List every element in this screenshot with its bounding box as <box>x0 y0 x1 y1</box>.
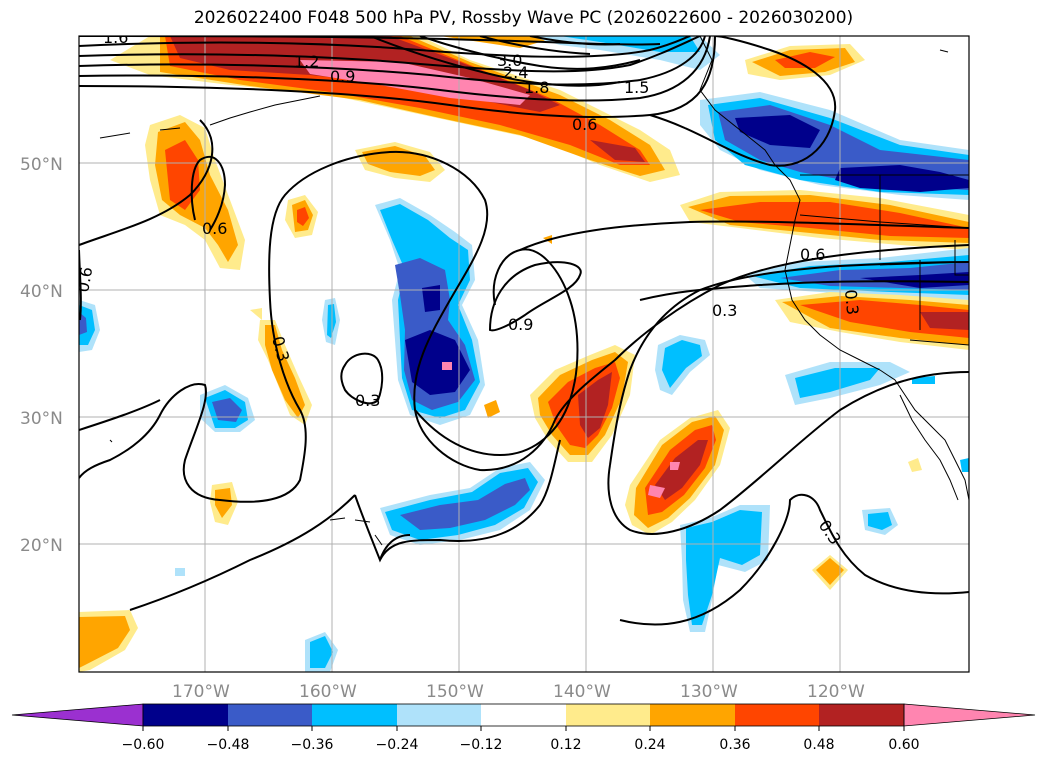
pv-anomaly-neg-41n <box>745 248 969 300</box>
colorbar-bin-2 <box>228 704 312 726</box>
colorbar-bin-9 <box>819 704 904 726</box>
pv-anomaly-neg-southeast <box>680 505 770 632</box>
longitude-labels: 170°W 160°W 150°W 140°W 130°W 120°W <box>172 682 865 702</box>
contour-0.6-mid <box>414 248 579 457</box>
contour-0.3-southeast <box>607 371 969 535</box>
contour-label-group: 1.6 1.2 0.9 3.0 2.4 1.8 1.5 0.6 0.6 0.6 … <box>73 28 862 548</box>
pv-anomaly-pos-121w <box>543 235 922 590</box>
contour-label-1.2: 1.2 <box>294 52 319 71</box>
pv-anomaly-neg-northeast <box>530 36 969 200</box>
colorbar-tick-label: 0.48 <box>803 737 834 753</box>
contour-label-0.9-loop: 0.9 <box>508 315 533 334</box>
contour-label-0.3-loop: 0.3 <box>355 391 380 410</box>
fill-dark-red-2 <box>590 140 645 162</box>
lon-label-140w: 140°W <box>553 682 611 702</box>
contour-label-0.6-east: 0.6 <box>800 245 825 264</box>
chart-title: 2026022400 F048 500 hPa PV, Rossby Wave … <box>193 8 854 28</box>
colorbar-bin-3 <box>312 704 397 726</box>
contour-0.6-left-loop <box>190 155 227 231</box>
colorbar-tick-label: 0.60 <box>888 737 919 753</box>
colorbar: −0.60 −0.48 −0.36 −0.24 −0.12 0.12 0.24 … <box>11 703 1036 753</box>
contour-0.3-small-loop <box>340 352 384 405</box>
pv-anomaly-neg-small <box>79 298 969 672</box>
contour-label-1.6: 1.6 <box>103 28 128 47</box>
na-coast <box>699 36 969 501</box>
colorbar-ticks <box>142 726 905 731</box>
colorbar-bin-5 <box>481 704 566 726</box>
colorbar-bin-7 <box>650 704 735 726</box>
map-frame <box>78 35 970 673</box>
contour-label-0.9: 0.9 <box>330 67 355 86</box>
pv-anomaly-neg-south <box>380 462 545 545</box>
colorbar-tick-label: −0.60 <box>122 737 165 753</box>
contour-label-1.5: 1.5 <box>624 78 649 97</box>
contour-label-0.3-coast: 0.3 <box>841 289 862 316</box>
lat-label-50n: 50°N <box>20 155 63 175</box>
contour-label-3.0: 3.0 <box>497 51 522 70</box>
colorbar-extend-min <box>11 703 144 727</box>
contour-0.3-south <box>354 439 561 563</box>
contour-0.6-top-east <box>519 220 969 251</box>
colorbar-bin-6 <box>566 704 650 726</box>
pv-anomaly-pos-47n <box>680 190 969 250</box>
colorbar-extend-max <box>903 703 1036 727</box>
alaska-islands <box>209 95 321 126</box>
map-content: 1.6 1.2 0.9 3.0 2.4 1.8 1.5 0.6 0.6 0.6 … <box>73 28 969 672</box>
lon-label-150w: 150°W <box>426 682 484 702</box>
contour-label-1.8: 1.8 <box>524 78 549 97</box>
pv-anomaly-pos-bottom-left <box>79 610 138 672</box>
lon-label-120w: 120°W <box>807 682 865 702</box>
colorbar-bin-8 <box>735 704 819 726</box>
pv-anomaly-pos-130w <box>625 410 730 535</box>
contour-0.3-bottom <box>129 494 356 611</box>
baja <box>899 394 959 501</box>
latitude-labels: 50°N 40°N 30°N 20°N <box>20 155 63 556</box>
pv-anomaly-pos-140w <box>484 345 635 462</box>
lat-label-40n: 40°N <box>20 282 63 302</box>
contour-0.6-large <box>649 36 837 167</box>
colorbar-tick-label: 0.12 <box>550 737 581 753</box>
pv-anomaly-pos-west <box>145 115 445 525</box>
lon-label-160w: 160°W <box>299 682 357 702</box>
colorbar-outline <box>142 703 905 727</box>
lon-label-170w: 170°W <box>172 682 230 702</box>
colorbar-tick-label: −0.24 <box>376 737 419 753</box>
colorbar-tick-label: −0.48 <box>207 737 250 753</box>
colorbar-tick-label: 0.24 <box>634 737 665 753</box>
contour-0.3-bottom-east <box>619 493 969 626</box>
colorbar-tick-label: 0.36 <box>719 737 750 753</box>
colorbar-tick-label: −0.12 <box>460 737 503 753</box>
contour-0.3-east <box>639 280 969 301</box>
contour-0.3-southwest <box>79 299 307 503</box>
pv-anomaly-pos-top-right <box>745 44 865 80</box>
lat-label-30n: 30°N <box>20 409 63 429</box>
colorbar-bin-4 <box>397 704 481 726</box>
contour-label-0.6-west: 0.6 <box>202 219 227 238</box>
contour-label-0.6-jet: 0.6 <box>572 115 597 134</box>
contour-label-0.6-edge: 0.6 <box>73 265 96 293</box>
gridlines <box>79 36 969 672</box>
lat-label-20n: 20°N <box>20 536 63 556</box>
lon-label-130w: 130°W <box>680 682 738 702</box>
pv-anomaly-neg-125w <box>785 362 935 405</box>
colorbar-bin-1 <box>143 704 228 726</box>
pv-anomaly-neg-central <box>375 198 485 425</box>
contour-0.9-loop <box>488 261 582 332</box>
contour-label-2.4: 2.4 <box>503 63 528 82</box>
contour-label-0.3-east: 0.3 <box>712 301 737 320</box>
colorbar-tick-label: −0.36 <box>291 737 334 753</box>
contour-0.3-central <box>268 150 556 472</box>
